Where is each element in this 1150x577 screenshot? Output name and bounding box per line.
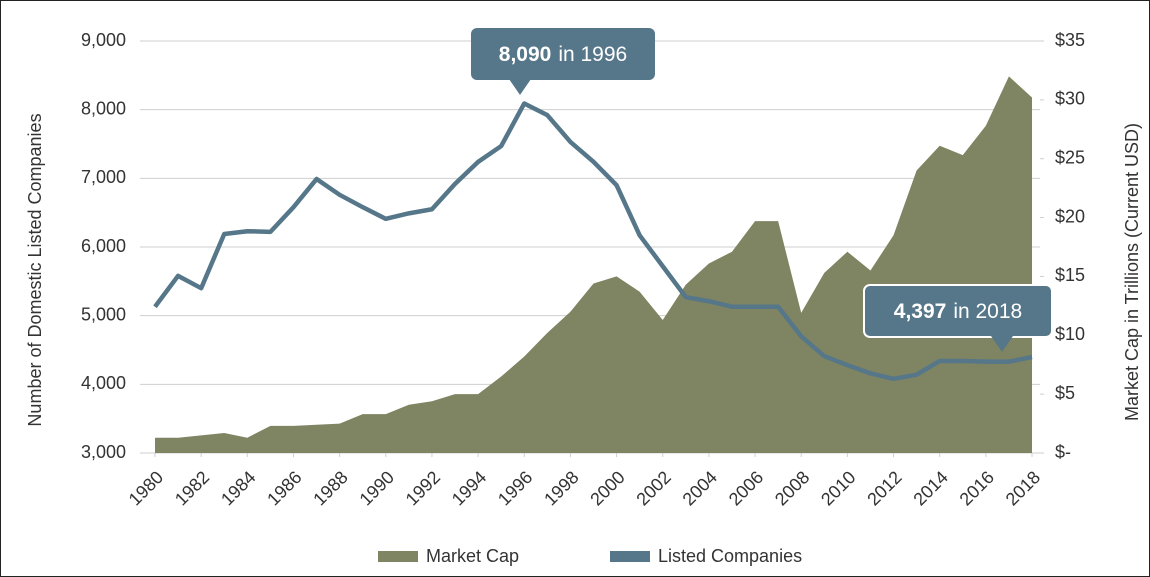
annotation-text: 8,090 in 1996 bbox=[499, 43, 627, 66]
y2-tick-label: $10 bbox=[1055, 324, 1085, 344]
annotation-pointer bbox=[991, 336, 1013, 352]
annotation: 4,397 in 2018 bbox=[863, 284, 1053, 352]
y2-tick-label: $25 bbox=[1055, 147, 1085, 167]
area bbox=[155, 76, 1032, 454]
annotation-text: 4,397 in 2018 bbox=[894, 300, 1022, 323]
y2-tick-label: $5 bbox=[1055, 383, 1075, 403]
y-tick-label: 7,000 bbox=[81, 167, 126, 187]
annotation-pointer bbox=[509, 79, 531, 95]
annotation-box bbox=[471, 28, 655, 80]
y2-tick-label: $- bbox=[1055, 442, 1071, 462]
annotation: 8,090 in 1996 bbox=[471, 28, 655, 95]
y2-axis-title: Market Cap in Trillions (Current USD) bbox=[1122, 123, 1142, 421]
y-tick-label: 6,000 bbox=[81, 236, 126, 256]
legend-swatch bbox=[378, 551, 418, 562]
legend-swatch bbox=[610, 551, 650, 562]
y2-tick-label: $20 bbox=[1055, 206, 1085, 226]
y2-tick-label: $15 bbox=[1055, 265, 1085, 285]
legend-label: Market Cap bbox=[426, 546, 519, 566]
annotation-label: in 1996 bbox=[558, 43, 627, 66]
annotation-value: 8,090 bbox=[499, 43, 552, 66]
y2-tick-label: $35 bbox=[1055, 30, 1085, 50]
y-tick-label: 4,000 bbox=[81, 373, 126, 393]
y-tick-label: 5,000 bbox=[81, 304, 126, 324]
y-tick-label: 9,000 bbox=[81, 30, 126, 50]
y-tick-label: 3,000 bbox=[81, 442, 126, 462]
y-tick-label: 8,000 bbox=[81, 98, 126, 118]
line bbox=[153, 101, 1033, 382]
y-axis-title: Number of Domestic Listed Companies bbox=[25, 113, 45, 426]
annotation-label: in 2018 bbox=[953, 300, 1022, 323]
legend-label: Listed Companies bbox=[658, 546, 802, 566]
annotation-box bbox=[863, 284, 1053, 338]
annotation-value: 4,397 bbox=[894, 300, 947, 323]
y2-tick-label: $30 bbox=[1055, 89, 1085, 109]
